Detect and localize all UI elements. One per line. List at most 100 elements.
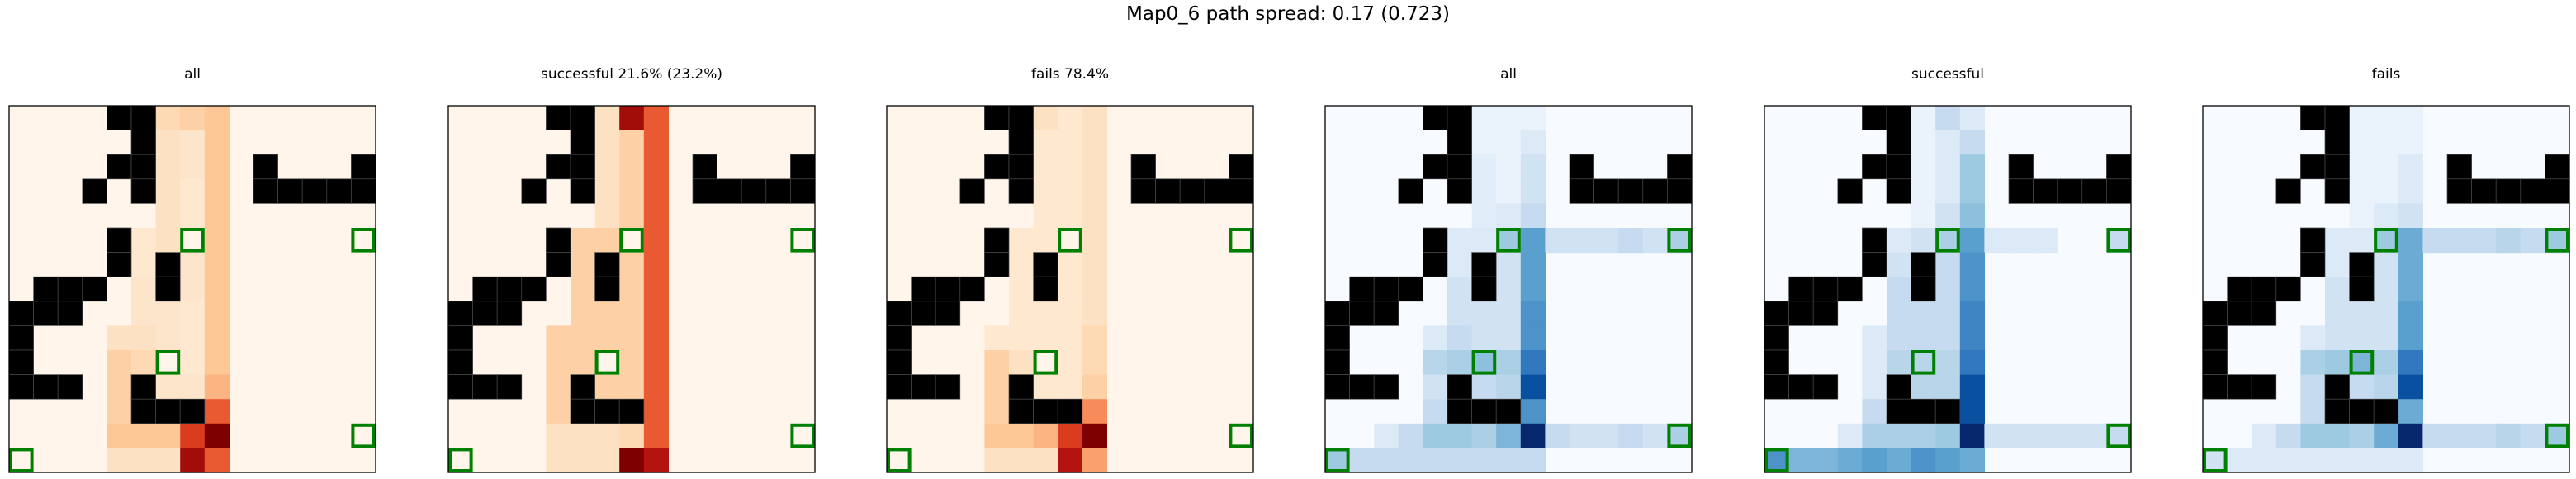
- heat-cell: [1959, 252, 1985, 277]
- goal-marker: [594, 350, 620, 375]
- heat-cell: [643, 399, 669, 424]
- obstacle-cell: [692, 154, 717, 180]
- heat-cell: [2398, 228, 2423, 254]
- heat-cell: [1496, 350, 1522, 376]
- obstacle-cell: [1764, 301, 1789, 326]
- obstacle-cell: [1423, 105, 1448, 130]
- heat-cell: [643, 252, 669, 277]
- goal-marker: [619, 228, 644, 253]
- heat-cell: [2057, 423, 2083, 448]
- obstacle-cell: [546, 252, 571, 277]
- panel-frame: [886, 105, 1254, 473]
- obstacle-cell: [1447, 178, 1472, 204]
- heat-cell: [2374, 277, 2399, 302]
- heat-cell: [1911, 423, 1936, 448]
- heat-cell: [1935, 154, 1961, 180]
- heat-cell: [180, 350, 206, 376]
- obstacle-cell: [570, 105, 595, 130]
- heat-cell: [1009, 325, 1035, 351]
- heat-cell: [1959, 350, 1985, 376]
- heat-cell: [2374, 106, 2399, 131]
- obstacle-cell: [692, 178, 717, 204]
- heat-cell: [2398, 374, 2423, 400]
- heat-cell: [1082, 252, 1107, 277]
- heat-cell: [204, 228, 230, 254]
- obstacle-cell: [1886, 398, 1911, 424]
- heat-cell: [643, 228, 669, 254]
- obstacle-cell: [1447, 374, 1472, 400]
- obstacle-cell: [1398, 276, 1423, 302]
- heat-cell: [1959, 130, 1985, 155]
- heat-cell: [1520, 399, 1546, 424]
- heat-cell: [2374, 130, 2399, 155]
- heat-cell: [2398, 154, 2423, 180]
- obstacle-cell: [2275, 178, 2301, 204]
- heat-cell: [1496, 277, 1522, 302]
- obstacle-cell: [8, 374, 34, 400]
- panel-frame: [447, 105, 816, 473]
- heat-cell: [1033, 130, 1058, 155]
- heat-cell: [2398, 252, 2423, 277]
- heat-cell: [2374, 448, 2399, 473]
- heat-cell: [1887, 228, 1912, 254]
- heat-cell: [546, 325, 571, 351]
- heat-cell: [204, 106, 230, 131]
- heat-cell: [619, 448, 645, 473]
- heat-cell: [619, 277, 645, 302]
- heat-cell: [1935, 277, 1961, 302]
- heat-cell: [1887, 252, 1912, 277]
- obstacle-cell: [447, 301, 473, 326]
- obstacle-cell: [521, 178, 547, 204]
- heat-cell: [1496, 178, 1522, 204]
- heat-cell: [619, 130, 645, 155]
- heat-cell: [1935, 301, 1961, 326]
- obstacle-cell: [1471, 252, 1497, 277]
- heat-cell: [2009, 423, 2034, 448]
- obstacle-cell: [1008, 374, 1034, 400]
- heat-cell: [594, 325, 620, 351]
- heat-cell: [2033, 423, 2058, 448]
- heat-cell: [1520, 350, 1546, 376]
- heat-cell: [1082, 399, 1107, 424]
- obstacle-cell: [1008, 105, 1034, 130]
- heat-cell: [1911, 301, 1936, 326]
- obstacle-cell: [935, 301, 961, 326]
- heat-cell: [2374, 154, 2399, 180]
- heat-cell: [2081, 423, 2107, 448]
- obstacle-cell: [1471, 398, 1497, 424]
- heat-cell: [1471, 423, 1497, 448]
- heat-cell: [2374, 252, 2399, 277]
- obstacle-cell: [886, 374, 912, 400]
- obstacle-cell: [130, 374, 156, 400]
- heat-cell: [1082, 350, 1107, 376]
- obstacle-cell: [546, 105, 571, 130]
- obstacle-cell: [765, 178, 791, 204]
- obstacle-cell: [2300, 154, 2326, 180]
- obstacle-cell: [1447, 398, 1472, 424]
- heat-cell: [180, 130, 206, 155]
- obstacle-cell: [2349, 252, 2375, 277]
- heat-cell: [1447, 301, 1473, 326]
- heat-cell: [155, 374, 181, 400]
- obstacle-cell: [570, 398, 595, 424]
- heat-cell: [1911, 203, 1936, 229]
- obstacle-cell: [1447, 154, 1472, 180]
- obstacle-cell: [2300, 252, 2326, 277]
- obstacle-cell: [570, 154, 595, 180]
- heat-cell: [571, 277, 596, 302]
- heat-cell: [204, 203, 230, 229]
- heat-cell: [1520, 130, 1546, 155]
- heat-cell: [1911, 130, 1936, 155]
- heat-cell: [1935, 130, 1961, 155]
- heat-cell: [643, 154, 669, 180]
- heat-cell: [155, 203, 181, 229]
- heat-cell: [1862, 325, 1887, 351]
- heat-cell: [2471, 228, 2497, 254]
- heat-cell: [1520, 252, 1546, 277]
- obstacle-cell: [496, 301, 523, 326]
- obstacle-cell: [1911, 398, 1936, 424]
- heat-cell: [155, 423, 181, 448]
- obstacle-cell: [2251, 374, 2277, 400]
- obstacle-cell: [935, 276, 961, 302]
